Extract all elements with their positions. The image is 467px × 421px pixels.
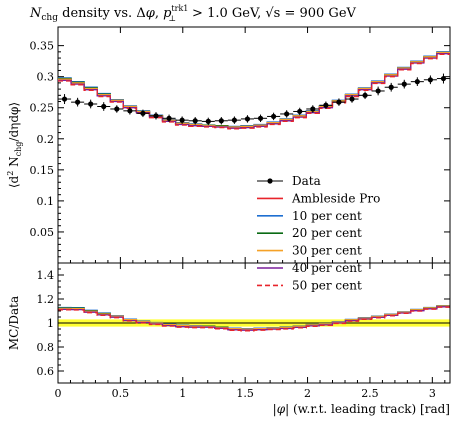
data-point: [127, 108, 133, 114]
x-tick-label: 2: [304, 387, 311, 400]
main-series-layer: [58, 51, 450, 130]
data-point: [218, 118, 224, 124]
ratio-y-axis-label: MC/Data: [7, 296, 21, 350]
data-point: [375, 88, 381, 94]
data-point: [61, 96, 68, 102]
x-axis-label: |φ| (w.r.t. leading track) [rad]: [273, 402, 450, 416]
data-point: [388, 84, 394, 90]
data-point: [257, 115, 264, 121]
data-point: [140, 110, 146, 116]
main-plot-frame: [57, 26, 451, 264]
main-y-tick-label: 0.35: [30, 40, 55, 53]
ratio-plot-panel: 0.6 0.8 1 1.2 1.4 0 0.5 1 1.5 2 2.5 3: [37, 27, 451, 400]
data-point: [231, 117, 237, 123]
data-point: [114, 106, 120, 112]
x-tick-label: 0.5: [112, 387, 130, 400]
data-point: [101, 103, 107, 110]
data-point: [244, 116, 251, 122]
ratio-line-50-per-cent: [58, 306, 450, 332]
series-line-50-per-cent: [58, 53, 450, 130]
legend-label: 40 per cent: [292, 261, 362, 275]
legend-label: 10 per cent: [292, 209, 362, 223]
legend-marker-data: [267, 178, 273, 184]
data-point: [88, 101, 94, 107]
data-point: [310, 106, 316, 112]
ratio-x-ticks: 0 0.5 1 1.5 2 2.5 3: [55, 27, 446, 400]
x-tick-label: 0: [55, 387, 62, 400]
legend-label: Data: [292, 174, 321, 188]
data-point: [179, 117, 185, 123]
main-y-tick-label: 0.15: [30, 164, 55, 177]
main-y-ticks: 0.05 0.1 0.15 0.2 0.25 0.3 0.35: [30, 40, 450, 258]
data-point: [192, 118, 198, 124]
data-point: [427, 77, 433, 83]
ratio-y-ticks: 0.6 0.8 1 1.2 1.4: [37, 268, 450, 378]
legend-label: 50 per cent: [292, 278, 362, 292]
main-y-tick-label: 0.25: [30, 102, 55, 115]
ratio-y-tick-label: 1.2: [37, 293, 55, 306]
legend-label: Ambleside Pro: [291, 191, 380, 205]
ratio-line-40-per-cent: [58, 306, 450, 331]
main-y-tick-label: 0.1: [37, 195, 55, 208]
legend-label: 20 per cent: [292, 226, 362, 240]
x-tick-label: 3: [429, 387, 436, 400]
data-point: [336, 99, 342, 105]
data-point: [440, 75, 447, 82]
ratio-y-tick-label: 0.8: [37, 341, 55, 354]
data-point: [284, 111, 290, 117]
data-point: [205, 118, 211, 124]
data-point: [401, 81, 407, 87]
x-tick-label: 1.5: [236, 387, 254, 400]
main-y-tick-label: 0.05: [30, 226, 55, 239]
chart-title: Nchg density vs. Δφ, ptrk1 ⊥ > 1.0 GeV, √…: [29, 4, 357, 23]
ratio-series-layer: [58, 304, 450, 332]
data-point: [323, 102, 329, 108]
main-y-axis-label: ⟨d2 Nchg/dηdφ⟩: [6, 102, 23, 188]
data-point: [75, 99, 81, 105]
ratio-y-tick-label: 0.6: [37, 365, 55, 378]
main-plot-panel: 0.05 0.1 0.15 0.2 0.25 0.3 0.35: [30, 26, 451, 264]
data-point: [297, 108, 303, 115]
main-y-tick-label: 0.3: [37, 71, 55, 84]
ratio-y-tick-label: 1.4: [37, 269, 55, 282]
x-tick-label: 2.5: [361, 387, 379, 400]
legend-label: 30 per cent: [292, 244, 362, 258]
data-points-layer: [58, 73, 450, 126]
data-point: [349, 96, 355, 102]
data-point: [271, 113, 277, 120]
data-point: [166, 115, 172, 121]
legend: Data Ambleside Pro 10 per cent 20 per cent 3…: [257, 174, 380, 292]
data-point: [153, 113, 159, 119]
x-tick-label: 1: [179, 387, 186, 400]
data-point: [362, 92, 368, 98]
ratio-y-tick-label: 1: [47, 317, 54, 330]
main-y-tick-label: 0.2: [37, 133, 55, 146]
data-point: [414, 79, 420, 85]
